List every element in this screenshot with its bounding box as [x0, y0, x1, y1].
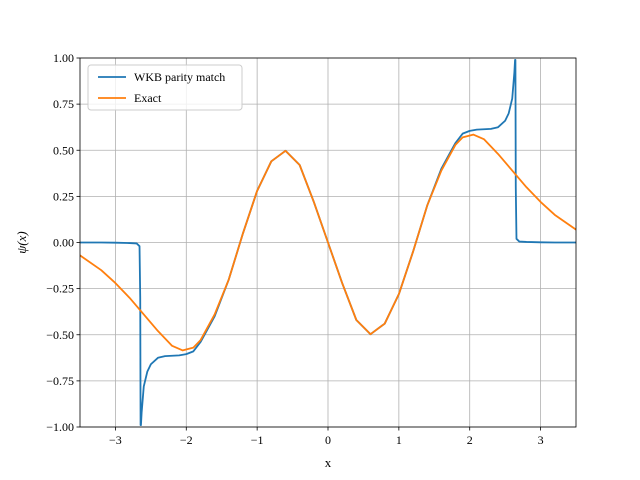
legend: WKB parity match Exact: [87, 64, 243, 111]
y-tick-label: −1.00: [46, 420, 74, 434]
x-tick-label: −3: [109, 433, 122, 447]
y-tick-label: 0.75: [53, 97, 74, 111]
x-tick-label: 3: [538, 433, 544, 447]
series-lines: [80, 58, 576, 427]
legend-label-1: WKB parity match: [134, 70, 225, 84]
y-tick-label: 0.50: [53, 143, 74, 157]
y-tick-label: −0.50: [46, 328, 74, 342]
y-tick-label: −0.25: [46, 282, 74, 296]
y-tick-label: 0.25: [53, 189, 74, 203]
x-tick-label: −2: [180, 433, 193, 447]
x-tick-label: 1: [396, 433, 402, 447]
y-axis-label: ψ(x): [14, 231, 29, 254]
y-tick-label: 0.00: [53, 236, 74, 250]
legend-label-2: Exact: [134, 91, 162, 105]
y-tick-label: 1.00: [53, 51, 74, 65]
x-tick-label: −1: [251, 433, 264, 447]
legend-box: [87, 64, 243, 111]
series-line-2: [80, 133, 576, 352]
x-tick-label: 0: [325, 433, 331, 447]
y-ticks: −1.00 −0.75 −0.50 −0.25 0.00 0.25 0.50 0.75 1.00: [46, 51, 80, 434]
x-axis-label: x: [325, 455, 332, 470]
x-tick-label: 2: [467, 433, 473, 447]
x-ticks: −3 −2 −1 0 1 2 3: [109, 427, 544, 447]
y-tick-label: −0.75: [46, 374, 74, 388]
